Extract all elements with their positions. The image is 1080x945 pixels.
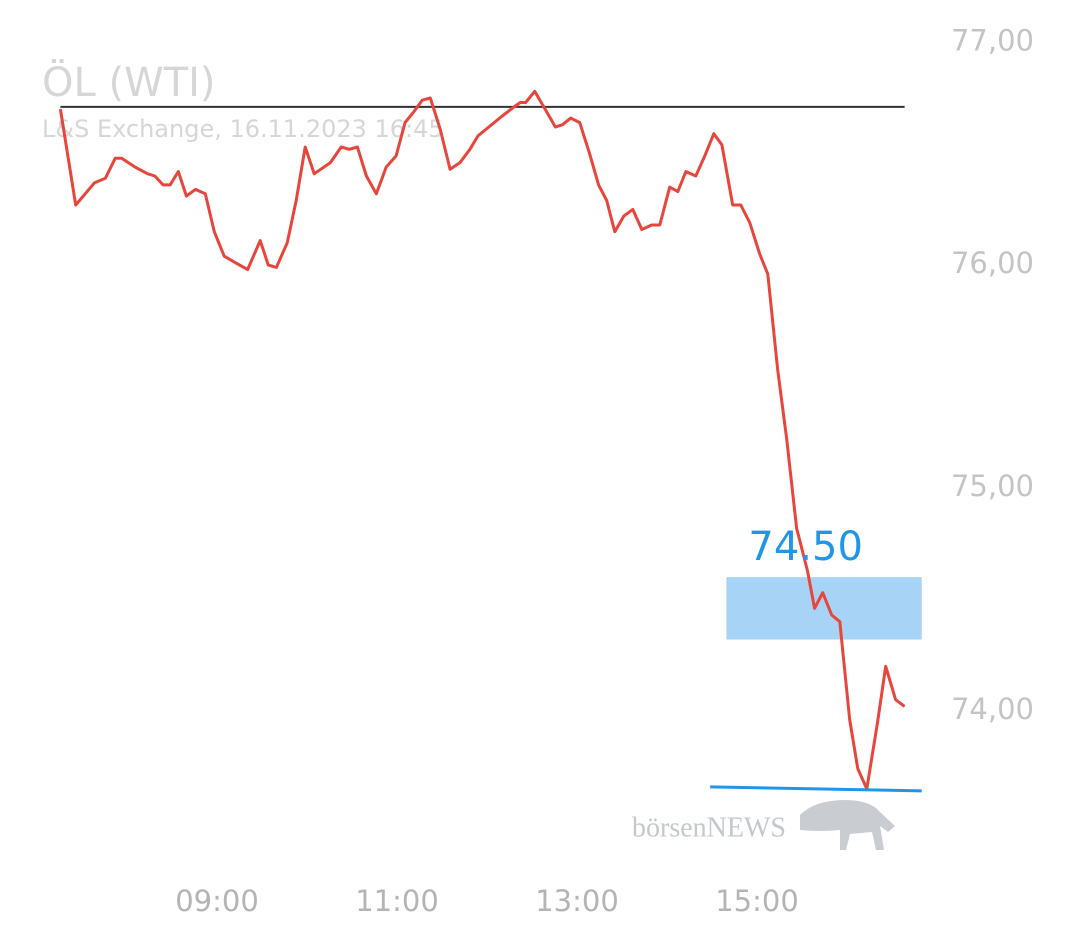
watermark-logo (800, 800, 895, 850)
y-tick-label: 76,00 (951, 246, 1034, 280)
y-tick-label: 75,00 (951, 469, 1034, 503)
x-tick-label: 13:00 (535, 884, 619, 918)
chart-subtitle: L&S Exchange, 16.11.2023 16:45 (42, 115, 444, 143)
watermark: börsenNEWS (632, 812, 786, 843)
y-tick-label: 74,00 (951, 692, 1034, 726)
zone-box (726, 577, 922, 640)
chart-title: ÖL (WTI) (42, 58, 215, 106)
x-tick-label: 09:00 (175, 884, 259, 918)
support-line (710, 785, 922, 793)
y-tick-label: 77,00 (951, 23, 1034, 57)
x-tick-label: 15:00 (715, 884, 799, 918)
zone-label: 74.50 (748, 524, 863, 570)
price-line (58, 89, 906, 791)
x-tick-label: 11:00 (355, 884, 439, 918)
